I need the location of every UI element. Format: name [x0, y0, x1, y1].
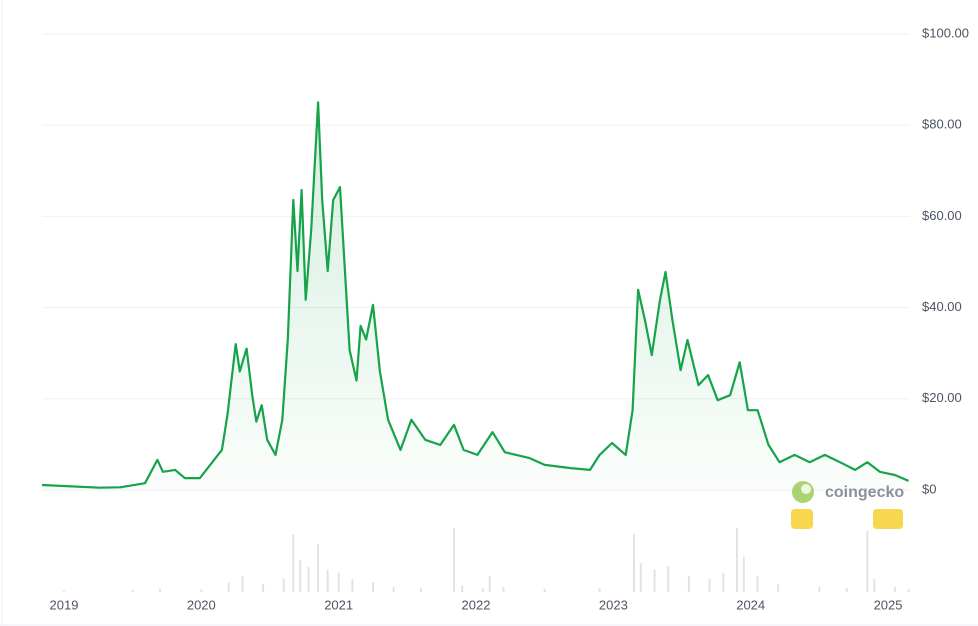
volume-bar: [420, 588, 423, 592]
volume-bar: [326, 569, 329, 592]
logo-eye: [801, 484, 811, 494]
volume-bar: [502, 586, 505, 592]
x-tick-label: 2019: [50, 597, 79, 612]
x-tick-label: 2020: [187, 597, 216, 612]
y-tick-label: $20.00: [922, 390, 962, 405]
volume-bar: [337, 572, 340, 592]
volume-bar: [543, 588, 546, 592]
y-tick-label: $60.00: [922, 208, 962, 223]
volume-bar: [131, 590, 134, 592]
volume-bar: [687, 576, 690, 592]
volume-bar: [262, 584, 265, 592]
volume-bar: [227, 582, 230, 592]
volume-bar: [241, 576, 244, 592]
volume-bar: [200, 589, 203, 592]
volume-bar: [653, 569, 656, 592]
x-tick-label: 2022: [462, 597, 491, 612]
y-tick-label: $100.00: [922, 25, 969, 40]
volume-bar: [866, 531, 869, 592]
volume-bar: [873, 579, 876, 592]
volume-bar: [756, 576, 759, 592]
volume-bar: [292, 534, 295, 592]
event-badge: [791, 509, 813, 529]
volume-bar: [488, 576, 491, 592]
volume-bar: [708, 579, 711, 592]
volume-bar: [481, 588, 484, 592]
volume-bar: [632, 534, 635, 592]
volume-bar: [307, 566, 310, 592]
volume-bar: [845, 588, 848, 592]
y-tick-label: $40.00: [922, 299, 962, 314]
watermark-text: coingecko: [825, 484, 904, 501]
x-tick-label: 2025: [874, 597, 903, 612]
volume-bar: [907, 588, 910, 592]
volume-bar: [351, 579, 354, 592]
volume-bar: [667, 566, 670, 592]
volume-bar: [392, 586, 395, 592]
volume-bar: [317, 544, 320, 592]
x-tick-label: 2024: [736, 597, 765, 612]
volume-bar: [282, 579, 285, 592]
volume-bar: [598, 588, 601, 592]
volume-bar: [722, 572, 725, 592]
x-tick-label: 2023: [599, 597, 628, 612]
volume-bar: [735, 528, 738, 592]
y-tick-label: $0: [922, 481, 936, 496]
volume-bar: [742, 556, 745, 592]
volume-bar: [159, 588, 162, 592]
price-line: [41, 101, 910, 489]
x-tick-label: 2021: [324, 597, 353, 612]
volume-bar: [639, 563, 642, 592]
volume-bar: [818, 586, 821, 592]
watermark: coingecko: [792, 481, 904, 503]
area-fill: [42, 102, 909, 491]
volume-bar: [893, 586, 896, 592]
volume-bar: [62, 590, 65, 592]
volume-bar: [461, 585, 464, 592]
volume-bar: [299, 560, 302, 592]
event-badge: [881, 509, 903, 529]
volume-bar: [371, 582, 374, 592]
volume-bar: [453, 528, 456, 592]
y-tick-label: $80.00: [922, 117, 962, 132]
volume-bar: [777, 584, 780, 592]
